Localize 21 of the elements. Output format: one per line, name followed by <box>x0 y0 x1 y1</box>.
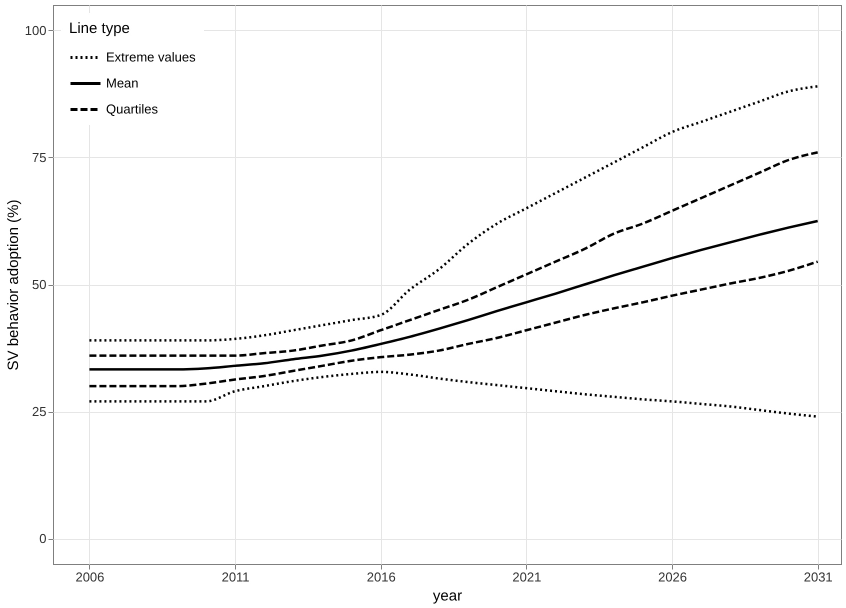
legend-title: Line type <box>69 20 130 37</box>
x-tick-label: 2021 <box>512 570 542 584</box>
legend-label: Extreme values <box>106 50 196 64</box>
x-tick-label: 2016 <box>366 570 396 584</box>
y-tick-label: 25 <box>32 404 46 420</box>
y-tick-label: 0 <box>39 531 46 546</box>
y-tick-label: 75 <box>32 150 46 165</box>
line-series <box>88 220 819 371</box>
legend-label: Quartiles <box>106 102 159 116</box>
x-tick-label: 2006 <box>75 570 104 584</box>
x-tick-label: 2011 <box>222 570 250 584</box>
line-series <box>88 151 819 357</box>
y-tick-label: 50 <box>32 277 46 292</box>
y-tick-label: 100 <box>24 22 46 38</box>
x-axis-title: year <box>432 588 462 604</box>
legend-label: Mean <box>106 76 139 90</box>
line-series <box>88 260 819 388</box>
line-series <box>88 370 819 418</box>
x-tick-label: 2031 <box>804 570 833 584</box>
x-tick-label: 2026 <box>658 570 687 584</box>
y-axis-title: SV behavior adoption (%) <box>4 200 22 370</box>
